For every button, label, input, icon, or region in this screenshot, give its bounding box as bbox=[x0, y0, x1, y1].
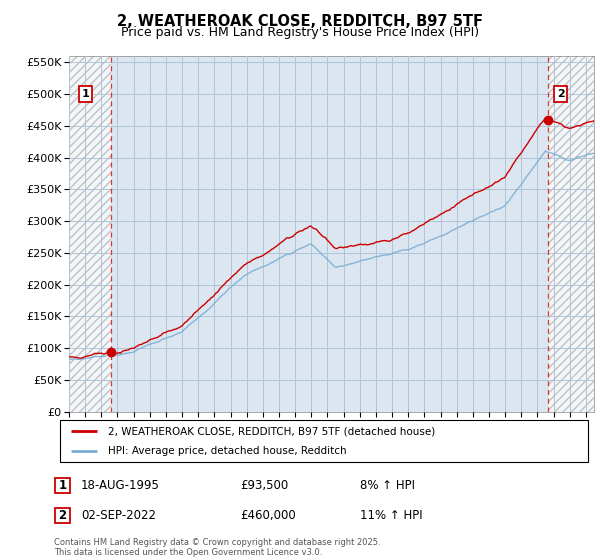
Text: Price paid vs. HM Land Registry's House Price Index (HPI): Price paid vs. HM Land Registry's House … bbox=[121, 26, 479, 39]
Text: 8% ↑ HPI: 8% ↑ HPI bbox=[360, 479, 415, 492]
Text: 2, WEATHEROAK CLOSE, REDDITCH, B97 5TF (detached house): 2, WEATHEROAK CLOSE, REDDITCH, B97 5TF (… bbox=[107, 426, 435, 436]
FancyBboxPatch shape bbox=[55, 478, 70, 493]
FancyBboxPatch shape bbox=[55, 507, 70, 523]
Text: 02-SEP-2022: 02-SEP-2022 bbox=[81, 508, 156, 522]
Text: 2: 2 bbox=[58, 508, 67, 522]
Text: £93,500: £93,500 bbox=[240, 479, 288, 492]
Text: 1: 1 bbox=[58, 479, 67, 492]
Text: HPI: Average price, detached house, Redditch: HPI: Average price, detached house, Redd… bbox=[107, 446, 346, 456]
Text: 18-AUG-1995: 18-AUG-1995 bbox=[81, 479, 160, 492]
Text: 11% ↑ HPI: 11% ↑ HPI bbox=[360, 508, 422, 522]
Text: £460,000: £460,000 bbox=[240, 508, 296, 522]
FancyBboxPatch shape bbox=[60, 420, 588, 462]
Text: 1: 1 bbox=[82, 89, 89, 99]
Text: 2: 2 bbox=[557, 89, 565, 99]
Text: Contains HM Land Registry data © Crown copyright and database right 2025.
This d: Contains HM Land Registry data © Crown c… bbox=[54, 538, 380, 557]
Text: 2, WEATHEROAK CLOSE, REDDITCH, B97 5TF: 2, WEATHEROAK CLOSE, REDDITCH, B97 5TF bbox=[117, 14, 483, 29]
